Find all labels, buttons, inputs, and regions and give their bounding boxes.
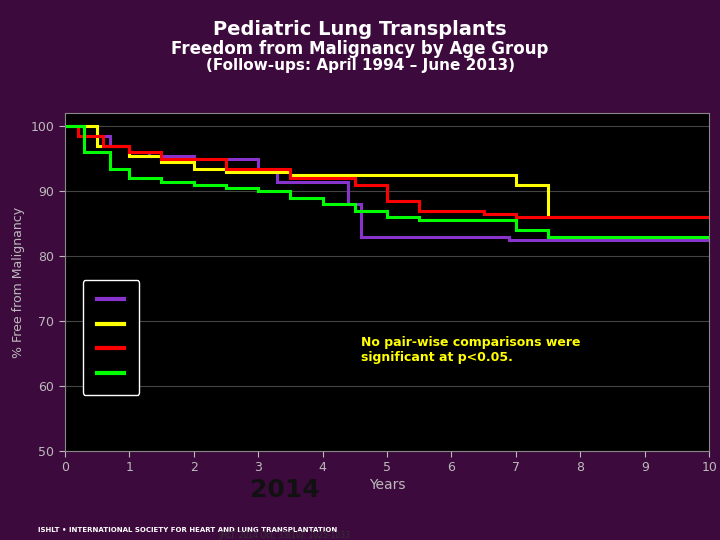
Text: Pediatric Lung Transplants: Pediatric Lung Transplants [213,20,507,39]
Text: 2014: 2014 [250,478,319,502]
Legend: , , , : , , , [84,280,139,395]
Text: JHLT. 2014 Oct; 33(10): 1025-1033: JHLT. 2014 Oct; 33(10): 1025-1033 [219,531,350,540]
Text: Freedom from Malignancy by Age Group: Freedom from Malignancy by Age Group [171,39,549,58]
Text: ISHLT • INTERNATIONAL SOCIETY FOR HEART AND LUNG TRANSPLANTATION: ISHLT • INTERNATIONAL SOCIETY FOR HEART … [37,526,337,533]
Y-axis label: % Free from Malignancy: % Free from Malignancy [12,207,25,357]
Text: (Follow-ups: April 1994 – June 2013): (Follow-ups: April 1994 – June 2013) [205,58,515,73]
Text: No pair-wise comparisons were
significant at p<0.05.: No pair-wise comparisons were significan… [361,336,581,363]
X-axis label: Years: Years [369,478,405,492]
